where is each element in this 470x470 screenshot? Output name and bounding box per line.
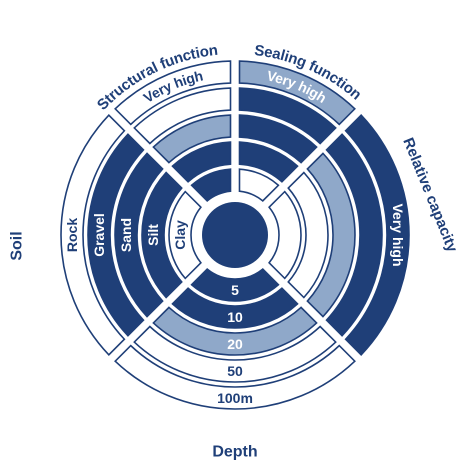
relative-capacity-ring-5 xyxy=(344,114,410,356)
depth-ring-5 xyxy=(114,344,356,410)
sealing-function-ring-1 xyxy=(238,168,280,202)
sealing-function-ring-2 xyxy=(238,141,299,183)
soil-ring-1 xyxy=(168,190,202,280)
depth-ring-label: 20 xyxy=(227,336,243,352)
center-hub xyxy=(202,202,268,268)
relative-capacity-ring-4 xyxy=(325,133,383,337)
soil-ring-label: Rock xyxy=(64,218,80,252)
depth-ring-label: 100m xyxy=(217,390,253,406)
soil-ring-4 xyxy=(87,133,145,337)
ring-segments xyxy=(60,60,410,410)
soil-ring-label: Gravel xyxy=(91,213,107,257)
relative-capacity-value-label: Very high xyxy=(390,203,406,266)
sealing-function-ring-5 xyxy=(238,60,356,126)
depth-ring-1 xyxy=(190,268,280,302)
soil-ring-label: Silt xyxy=(145,224,161,246)
sealing-function-ring-4 xyxy=(238,87,337,145)
depth-ring-label: 10 xyxy=(227,309,243,325)
structural-function-ring-5 xyxy=(114,60,232,126)
structural-function-ring-3 xyxy=(152,114,232,164)
structural-function-ring-4 xyxy=(133,87,232,145)
depth-ring-label: 50 xyxy=(227,363,243,379)
depth-ring-4 xyxy=(133,325,337,383)
soil-ring-label: Sand xyxy=(118,218,134,252)
relative-capacity-ring-2 xyxy=(287,171,329,299)
sealing-function-ring-3 xyxy=(238,114,318,164)
depth-ring-2 xyxy=(171,287,299,329)
depth-ring-3 xyxy=(152,306,318,356)
relative-capacity-ring-1 xyxy=(268,190,302,280)
structural-function-ring-1 xyxy=(190,168,232,202)
soil-ring-label: Clay xyxy=(172,220,188,250)
soil-ring-5 xyxy=(60,114,126,356)
soil-ring-2 xyxy=(141,171,183,299)
soil-title: Soil xyxy=(9,231,26,260)
depth-title: Depth xyxy=(212,444,257,461)
structural-function-ring-2 xyxy=(171,141,232,183)
relative-capacity-ring-3 xyxy=(306,152,356,318)
depth-ring-label: 5 xyxy=(231,282,239,298)
soil-ring-3 xyxy=(114,152,164,318)
